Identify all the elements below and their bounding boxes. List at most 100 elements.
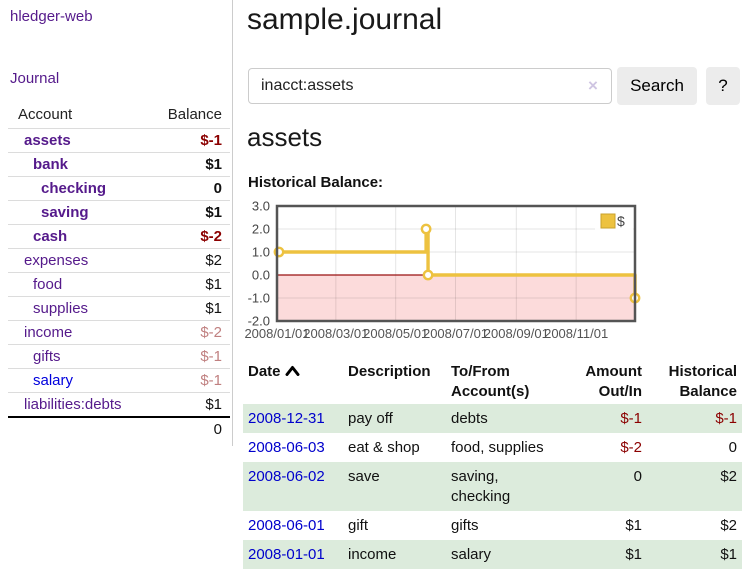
- account-row-cash: cash $-2: [8, 224, 230, 249]
- chart-x-tick-label: 2008/09/01: [484, 326, 549, 341]
- account-link-bank[interactable]: bank: [33, 156, 69, 173]
- account-link-cash[interactable]: cash: [33, 228, 68, 245]
- account-balance-income: $-2: [200, 324, 222, 341]
- accounts-total-value: 0: [143, 416, 230, 441]
- account-balance-bank: $1: [205, 156, 222, 173]
- transaction-date-link[interactable]: 2008-06-03: [248, 439, 325, 456]
- transaction-balance: $2: [720, 468, 737, 485]
- account-link-income[interactable]: income: [24, 324, 73, 341]
- transaction-amount: 0: [633, 468, 642, 485]
- historical-balance-chart: 3.0 2.0 1.0 0.0 -1.0 -2.02008/01/012008/03/01…: [244, 199, 641, 341]
- sort-ascending-icon: [285, 362, 300, 382]
- account-balance-food: $1: [205, 276, 222, 293]
- accounts-header-balance: Balance: [167, 106, 222, 123]
- register-row: 2008-06-02 save saving, checking 0 $2: [243, 462, 742, 511]
- register-table: Date Description To/From Account(s) Amou…: [243, 360, 742, 569]
- chart-x-tick-label: 2008/07/01: [423, 326, 488, 341]
- register-header-accounts: To/From Account(s): [451, 363, 530, 400]
- account-balance-salary: $-1: [200, 372, 222, 389]
- account-link-liabilities-debts[interactable]: liabilities:debts: [24, 396, 122, 413]
- chart-legend-swatch: [600, 213, 616, 229]
- help-button[interactable]: ?: [706, 67, 740, 105]
- account-row-supplies: supplies $1: [8, 296, 230, 321]
- chart-data-point: [420, 223, 432, 235]
- accounts-total-row: 0: [8, 416, 230, 441]
- account-row-income: income $-2: [8, 320, 230, 345]
- account-balance-liabilities-debts: $1: [205, 396, 222, 413]
- transaction-accounts: salary: [451, 546, 492, 563]
- transaction-date-link[interactable]: 2008-06-02: [248, 468, 325, 485]
- accounts-table: Account Balance assets $-1 bank $1 check…: [8, 102, 230, 441]
- account-link-saving[interactable]: saving: [41, 204, 89, 221]
- transaction-description: eat & shop: [348, 439, 420, 456]
- date-header-label: Date: [248, 363, 281, 380]
- transaction-amount: $-2: [620, 439, 642, 456]
- accounts-total-spacer: [8, 416, 144, 441]
- register-row: 2008-12-31 pay off debts $-1 $-1: [243, 404, 742, 433]
- transaction-accounts: debts: [451, 410, 488, 427]
- chart-negative-region: [277, 275, 635, 321]
- chart-y-tick-label: 1.0: [252, 245, 270, 260]
- accounts-header-row: Account Balance: [8, 102, 230, 129]
- chart-title: Historical Balance:: [248, 174, 384, 191]
- register-header-date[interactable]: Date: [243, 360, 343, 404]
- chart-y-tick-label: 2.0: [252, 222, 270, 237]
- account-link-food[interactable]: food: [33, 276, 63, 293]
- search-button[interactable]: Search: [617, 67, 697, 105]
- account-row-bank: bank $1: [8, 152, 230, 177]
- account-link-salary[interactable]: salary: [33, 372, 74, 389]
- register-row: 2008-06-01 gift gifts $1 $2: [243, 511, 742, 540]
- transaction-balance: $2: [720, 517, 737, 534]
- transaction-balance: $1: [720, 546, 737, 563]
- transaction-description: save: [348, 468, 380, 485]
- account-row-food: food $1: [8, 272, 230, 297]
- search-input[interactable]: [248, 68, 612, 104]
- transaction-description: income: [348, 546, 397, 563]
- transaction-amount: $1: [625, 517, 642, 534]
- register-header-balance: Historical Balance: [668, 363, 737, 400]
- register-header-description: Description: [348, 363, 431, 380]
- account-balance-saving: $1: [205, 204, 222, 221]
- chart-data-point: [422, 269, 434, 281]
- brand-link[interactable]: hledger-web: [10, 8, 93, 25]
- account-balance-gifts: $-1: [200, 348, 222, 365]
- chart-y-tick-label: 0.0: [252, 268, 270, 283]
- register-row: 2008-06-03 eat & shop food, supplies $-2…: [243, 433, 742, 462]
- transaction-description: gift: [348, 517, 369, 534]
- account-link-supplies[interactable]: supplies: [33, 300, 89, 317]
- transaction-balance: $-1: [715, 410, 737, 427]
- transaction-date-link[interactable]: 2008-12-31: [248, 410, 325, 427]
- account-row-salary: salary $-1: [8, 368, 230, 393]
- transaction-amount: $1: [625, 546, 642, 563]
- transaction-amount: $-1: [620, 410, 642, 427]
- account-link-expenses[interactable]: expenses: [24, 252, 89, 269]
- account-balance-supplies: $1: [205, 300, 222, 317]
- account-row-gifts: gifts $-1: [8, 344, 230, 369]
- page-title: sample.journal: [247, 3, 443, 36]
- transaction-date-link[interactable]: 2008-01-01: [248, 546, 325, 563]
- chart-x-tick-label: 2008/11/01: [544, 326, 608, 341]
- account-row-saving: saving $1: [8, 200, 230, 225]
- account-heading: assets: [247, 122, 323, 152]
- register-header-amount: Amount Out/In: [585, 363, 642, 400]
- clear-search-icon[interactable]: ×: [588, 76, 598, 95]
- account-balance-expenses: $2: [205, 252, 222, 269]
- transaction-accounts: food, supplies: [451, 439, 544, 456]
- search-bar: × Search ?: [248, 67, 742, 105]
- account-balance-checking: 0: [213, 180, 222, 197]
- accounts-header-account: Account: [18, 106, 73, 123]
- register-row: 2008-01-01 income salary $1 $1: [243, 540, 742, 569]
- account-link-assets[interactable]: assets: [24, 132, 71, 149]
- chart-x-tick-label: 2008/01/01: [244, 326, 309, 341]
- transaction-date-link[interactable]: 2008-06-01: [248, 517, 325, 534]
- transaction-description: pay off: [348, 410, 393, 427]
- account-balance-assets: $-1: [200, 132, 222, 149]
- account-link-gifts[interactable]: gifts: [33, 348, 61, 365]
- chart-y-tick-label: -2.0: [248, 314, 270, 329]
- sidebar-item-journal[interactable]: Journal: [10, 70, 60, 87]
- account-link-checking[interactable]: checking: [41, 180, 107, 197]
- account-balance-cash: $-2: [200, 228, 222, 245]
- account-row-checking: checking 0: [8, 176, 230, 201]
- chart-plot-border: [275, 204, 637, 323]
